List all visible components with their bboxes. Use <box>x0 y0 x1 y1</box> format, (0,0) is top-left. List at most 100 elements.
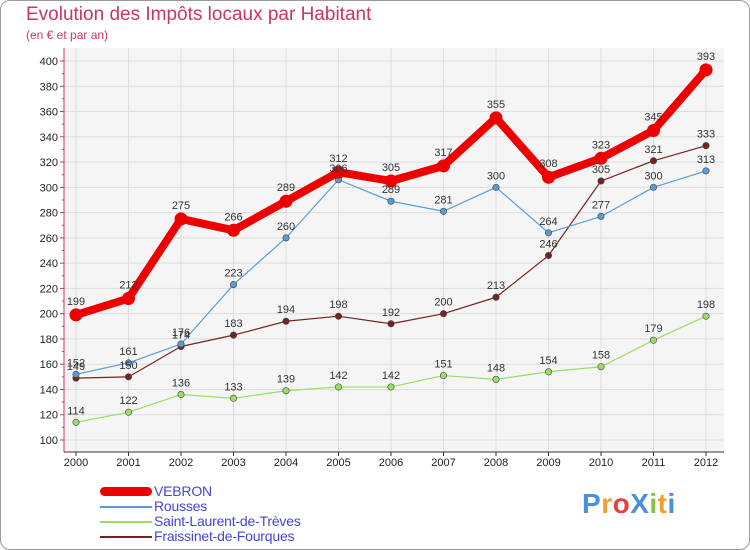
data-point <box>439 372 447 380</box>
data-point <box>174 212 188 226</box>
legend-label-saint-laurent: Saint-Laurent-de-Trèves <box>154 513 301 529</box>
chart-subtitle: (en € et par an) <box>26 28 109 42</box>
data-label: 223 <box>224 268 242 280</box>
data-point <box>594 151 608 165</box>
y-tick-label: 280 <box>40 208 58 220</box>
x-tick-label: 2005 <box>326 457 350 469</box>
data-label: 122 <box>119 395 137 407</box>
legend-label-vebron: VEBRON <box>154 483 212 499</box>
data-label: 161 <box>119 346 137 358</box>
data-point <box>230 281 238 289</box>
logo-letter: i <box>667 488 676 519</box>
data-point <box>387 320 395 328</box>
legend-label-fraissinet: Fraissinet-de-Fourques <box>154 528 295 544</box>
data-label: 136 <box>172 378 190 390</box>
data-point <box>597 212 605 220</box>
data-point <box>492 293 500 301</box>
data-label: 393 <box>697 51 715 63</box>
logo-letter: t <box>657 488 668 519</box>
data-point <box>387 197 395 205</box>
data-label: 183 <box>224 318 242 330</box>
data-point <box>702 312 710 320</box>
data-label: 300 <box>487 170 505 182</box>
x-tick-label: 2006 <box>379 457 403 469</box>
logo-letter: o <box>612 488 631 519</box>
data-point <box>177 391 185 399</box>
data-label: 133 <box>224 381 242 393</box>
data-label: 199 <box>67 296 85 308</box>
x-tick-label: 2012 <box>694 457 718 469</box>
data-label: 179 <box>644 323 662 335</box>
x-tick-label: 2003 <box>221 457 245 469</box>
data-point <box>279 194 293 208</box>
data-label: 212 <box>119 280 137 292</box>
data-label: 114 <box>67 405 85 417</box>
data-label: 148 <box>487 362 505 374</box>
data-point <box>177 340 185 348</box>
data-label: 192 <box>382 307 400 319</box>
data-label: 139 <box>277 374 295 386</box>
y-tick-label: 140 <box>40 384 58 396</box>
legend-swatch-rousses <box>100 506 152 508</box>
data-label: 198 <box>329 299 347 311</box>
data-point <box>122 292 135 306</box>
y-tick-label: 220 <box>40 283 58 295</box>
x-tick-label: 2009 <box>536 457 560 469</box>
data-label: 305 <box>592 164 610 176</box>
y-tick-label: 260 <box>40 233 58 245</box>
x-tick-label: 2011 <box>642 457 666 469</box>
y-tick-label: 100 <box>40 435 58 447</box>
y-tick-label: 240 <box>40 258 58 270</box>
plot-area <box>64 48 724 452</box>
data-point <box>649 157 657 165</box>
data-label: 264 <box>539 216 557 228</box>
data-label: 198 <box>697 299 715 311</box>
logo-letter: i <box>649 488 658 519</box>
data-label: 306 <box>329 163 347 175</box>
data-point <box>702 167 710 175</box>
data-label: 142 <box>382 370 400 382</box>
data-point <box>544 252 552 260</box>
data-label: 281 <box>434 194 452 206</box>
x-tick-label: 2007 <box>431 457 455 469</box>
data-label: 266 <box>224 211 242 223</box>
legend-swatch-saint-laurent <box>100 521 152 523</box>
data-label: 312 <box>329 153 347 165</box>
data-point <box>230 394 238 402</box>
data-point <box>332 165 345 179</box>
data-point <box>544 368 552 376</box>
data-point <box>649 336 657 344</box>
data-label: 275 <box>172 200 190 212</box>
data-point <box>72 418 80 426</box>
data-point <box>282 234 290 242</box>
data-label: 277 <box>592 199 610 211</box>
data-point <box>125 373 133 381</box>
data-label: 321 <box>644 144 662 156</box>
legend-swatch-fraissinet <box>100 536 152 538</box>
x-tick-label: 2010 <box>589 457 613 469</box>
data-point <box>492 183 500 191</box>
data-point <box>544 229 552 237</box>
y-tick-label: 160 <box>40 359 58 371</box>
data-point <box>72 370 80 378</box>
data-label: 323 <box>592 139 610 151</box>
data-point <box>597 177 605 185</box>
data-point <box>492 375 500 383</box>
data-label: 200 <box>434 297 452 309</box>
data-point <box>384 174 398 188</box>
data-point <box>699 63 713 77</box>
data-label: 289 <box>382 184 400 196</box>
data-point <box>542 170 555 184</box>
logo-letter: P <box>582 488 602 519</box>
data-label: 154 <box>539 355 557 367</box>
data-point <box>125 408 133 416</box>
data-point <box>702 142 710 150</box>
data-label: 308 <box>539 158 557 170</box>
data-point <box>69 308 83 322</box>
x-tick-label: 2004 <box>274 457 298 469</box>
chart-title: Evolution des Impôts locaux par Habitant <box>26 4 372 25</box>
data-point <box>230 331 238 339</box>
data-point <box>227 223 240 237</box>
data-point <box>439 310 447 318</box>
